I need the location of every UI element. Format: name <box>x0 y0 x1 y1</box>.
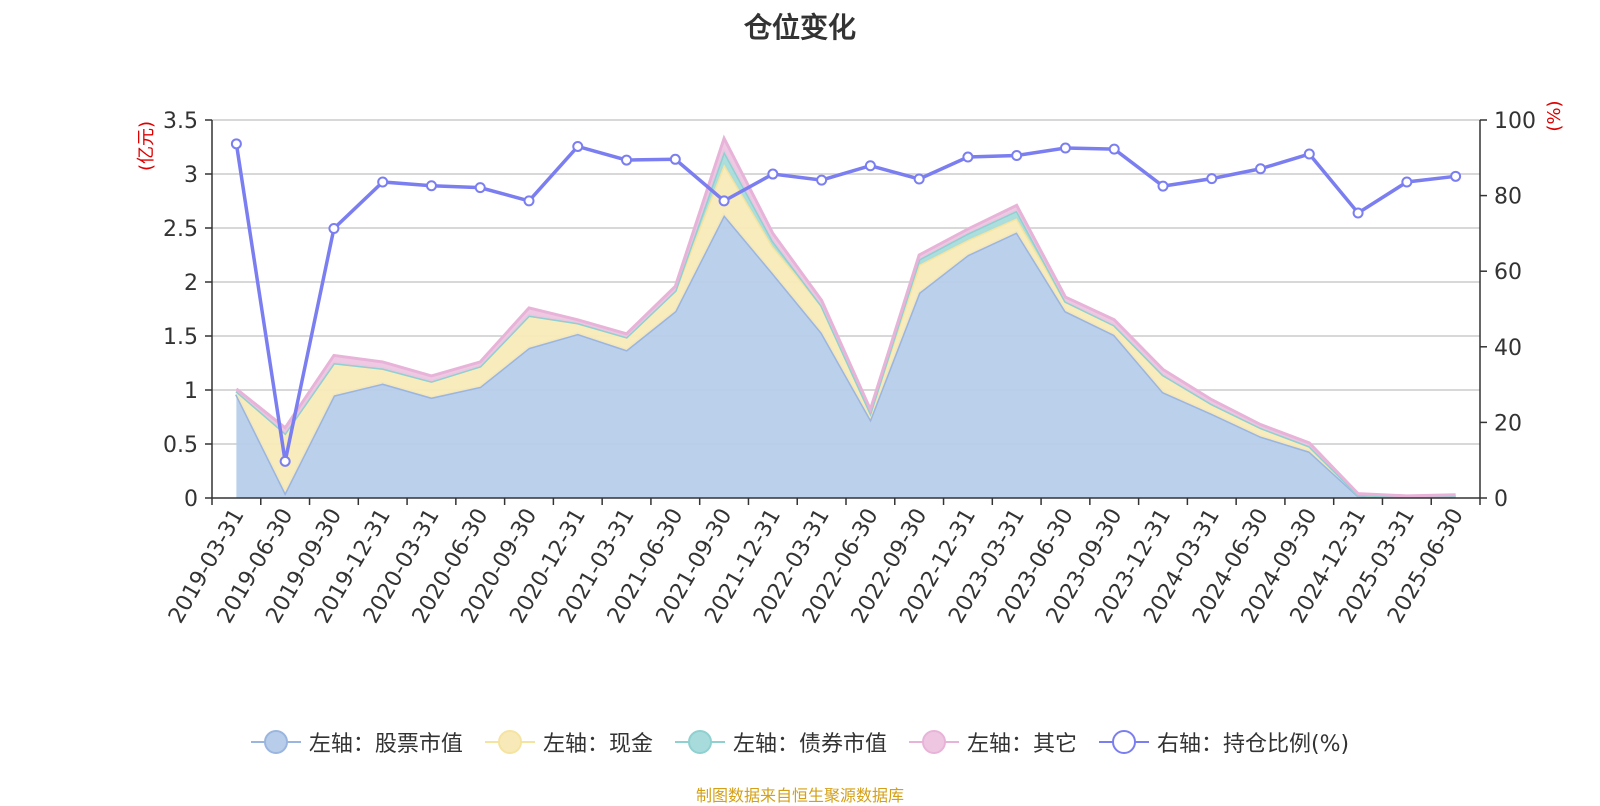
legend-item[interactable]: 左轴：其它 <box>908 726 1077 758</box>
right-axis-tick-label: 20 <box>1494 411 1522 436</box>
left-axis-tick-label: 2.5 <box>163 217 198 242</box>
ratio-point <box>1450 170 1462 182</box>
ratio-point <box>816 174 828 186</box>
legend-label: 右轴：持仓比例(%) <box>1156 732 1350 757</box>
left-axis-tick-label: 1 <box>184 379 198 404</box>
left-axis-tick-label: 0 <box>184 487 198 512</box>
ratio-point <box>1401 176 1413 188</box>
legend-item[interactable]: 左轴：股票市值 <box>250 726 463 758</box>
ratio-point <box>474 182 486 194</box>
ratio-point <box>1206 173 1218 185</box>
ratio-point <box>1157 180 1169 192</box>
legend-label: 左轴：其它 <box>966 732 1077 757</box>
ratio-point <box>1303 148 1315 160</box>
legend-item[interactable]: 右轴：持仓比例(%) <box>1098 726 1350 758</box>
legend-swatch-icon <box>1098 730 1149 754</box>
area-左轴：股票市值 <box>236 215 1456 499</box>
ratio-point <box>962 151 974 163</box>
right-axis-tick-label: 100 <box>1494 109 1536 134</box>
area-edge-左轴：其它 <box>235 134 1456 498</box>
ratio-point <box>913 173 925 185</box>
legend-label: 左轴：债券市值 <box>732 732 887 757</box>
ratio-point <box>328 222 340 234</box>
ratio-point <box>425 180 437 192</box>
ratio-line <box>230 138 1462 467</box>
left-axis-tick-label: 3 <box>184 163 198 188</box>
left-axis-tick-label: 3.5 <box>163 109 198 134</box>
ratio-point <box>572 140 584 152</box>
legend-label: 左轴：现金 <box>542 732 653 757</box>
ratio-point <box>669 153 681 165</box>
right-axis-tick-label: 80 <box>1494 185 1522 210</box>
left-axis-unit-label: (亿元) <box>136 121 157 171</box>
left-axis-tick-label: 2 <box>184 271 198 296</box>
ratio-point <box>864 160 876 172</box>
legend: 左轴：股票市值 左轴：现金 左轴：债券市值 左轴：其它 右轴：持仓比例(%) <box>0 722 1600 762</box>
legend-swatch-icon <box>674 730 725 754</box>
legend-swatch-icon <box>250 730 301 754</box>
ratio-point <box>279 455 291 467</box>
left-axis-tick-label: 1.5 <box>163 325 198 350</box>
legend-item[interactable]: 左轴：现金 <box>484 726 653 758</box>
ratio-point <box>523 195 535 207</box>
left-axis-tick-label: 0.5 <box>163 433 198 458</box>
right-axis-unit-label: (%) <box>1544 100 1565 131</box>
source-note: 制图数据来自恒生聚源数据库 <box>695 786 904 805</box>
ratio-point <box>230 138 242 150</box>
stacked-areas <box>235 134 1456 499</box>
ratio-point <box>377 176 389 188</box>
ratio-point <box>1011 150 1023 162</box>
chart-title: 仓位变化 <box>743 11 856 44</box>
ratio-line-path <box>234 143 1456 462</box>
legend-swatch-icon <box>484 730 535 754</box>
legend-swatch-icon <box>908 730 959 754</box>
legend-label: 左轴：股票市值 <box>308 732 463 757</box>
ratio-point <box>718 195 730 207</box>
ratio-point <box>1352 207 1364 219</box>
ratio-point <box>621 154 633 166</box>
right-axis-tick-label: 0 <box>1494 487 1508 512</box>
ratio-point <box>1108 143 1120 155</box>
right-axis-tick-label: 40 <box>1494 336 1522 361</box>
right-axis-tick-label: 60 <box>1494 260 1522 285</box>
ratio-point <box>767 168 779 180</box>
ratio-point <box>1059 142 1071 154</box>
legend-item[interactable]: 左轴：债券市值 <box>674 726 887 758</box>
ratio-point <box>1255 163 1267 175</box>
